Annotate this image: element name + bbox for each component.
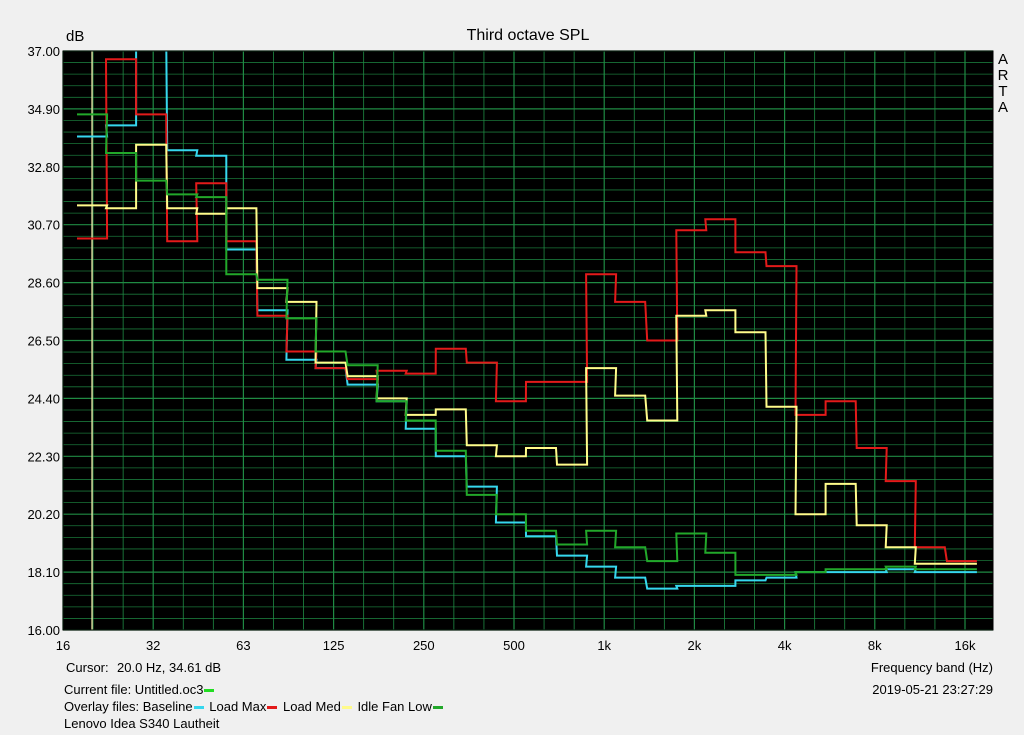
x-tick-label: 8k xyxy=(868,638,882,653)
x-tick-label: 250 xyxy=(413,638,435,653)
x-tick-label: 32 xyxy=(146,638,160,653)
overlay-files-label: Overlay files: xyxy=(64,699,140,714)
x-axis-label: Frequency band (Hz) xyxy=(870,660,993,675)
x-tick-label: 125 xyxy=(323,638,345,653)
legend-label: Load Med xyxy=(282,699,341,714)
legend-item: Baseline xyxy=(143,699,206,714)
arta-letter: T xyxy=(998,83,1008,100)
timestamp: 2019-05-21 23:27:29 xyxy=(872,682,993,697)
cursor-label: Cursor: xyxy=(66,660,109,675)
legend-swatch xyxy=(267,706,278,710)
cursor-readout: 20.0 Hz, 34.61 dB xyxy=(117,660,222,675)
legend-item: Load Max xyxy=(209,699,279,714)
x-tick-label: 4k xyxy=(778,638,792,653)
x-tick-label: 16 xyxy=(56,638,70,653)
plot-frame xyxy=(62,50,994,631)
overlay-files-line: Overlay files: Baseline Load Max Load Me… xyxy=(64,699,445,714)
legend-label: Load Max xyxy=(209,699,267,714)
legend-item: Load Med xyxy=(283,699,354,714)
legend-swatch xyxy=(193,706,204,710)
current-file-text: Current file: Untitled.oc3 xyxy=(64,682,204,697)
x-tick-label: 1k xyxy=(597,638,611,653)
x-tick-label: 63 xyxy=(236,638,250,653)
current-file-line: Current file: Untitled.oc3 xyxy=(64,682,216,697)
y-tick-label: 18.10 xyxy=(27,565,60,580)
legend-swatch xyxy=(432,706,443,710)
y-tick-label: 32.80 xyxy=(27,160,60,175)
legend-label: Baseline xyxy=(142,699,193,714)
arta-letter: A xyxy=(997,99,1008,116)
x-tick-label: 16k xyxy=(955,638,976,653)
arta-logo: A R T A xyxy=(996,52,1010,116)
y-tick-label: 37.00 xyxy=(27,44,60,59)
arta-letter: R xyxy=(997,67,1009,84)
y-tick-label: 20.20 xyxy=(27,507,60,522)
series-line xyxy=(77,113,977,576)
x-tick-label: 500 xyxy=(503,638,525,653)
caption: Lenovo Idea S340 Lautheit xyxy=(64,716,220,731)
chart-title: Third octave SPL xyxy=(466,27,590,44)
legend-item: Idle Fan Low xyxy=(357,699,444,714)
legend-swatch xyxy=(341,706,352,710)
legend-label: Idle Fan Low xyxy=(357,699,432,714)
y-axis-unit: dB xyxy=(66,28,85,45)
y-tick-label: 28.60 xyxy=(27,276,60,291)
x-tick-label: 2k xyxy=(688,638,702,653)
y-tick-label: 16.00 xyxy=(27,623,60,638)
current-file-swatch xyxy=(204,689,215,693)
y-tick-label: 24.40 xyxy=(27,391,60,406)
y-tick-label: 26.50 xyxy=(27,334,60,349)
y-tick-label: 30.70 xyxy=(27,218,60,233)
y-tick-label: 22.30 xyxy=(27,449,60,464)
arta-letter: A xyxy=(997,51,1008,68)
y-tick-label: 34.90 xyxy=(27,102,60,117)
